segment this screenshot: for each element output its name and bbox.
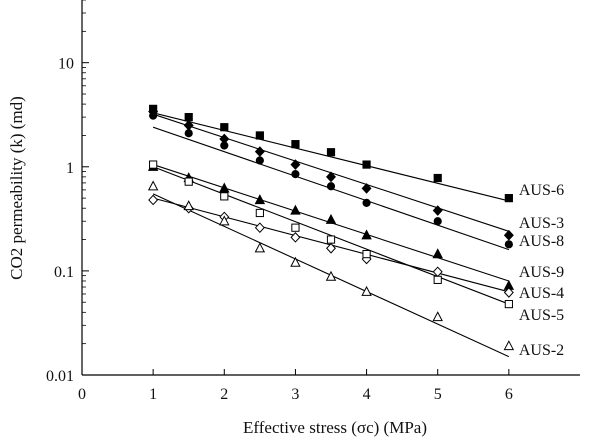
point-aus-4 (503, 287, 514, 298)
point-aus-6 (433, 173, 442, 183)
point-aus-4 (326, 242, 336, 254)
point-aus-9 (254, 194, 266, 205)
series-label-aus-5: AUS-5 (519, 307, 564, 324)
x-tick-label: 4 (363, 386, 371, 403)
ticks: 0 1 2 3 4 5 6 0.01 0.1 1 10 (46, 0, 513, 403)
fit-line-aus-5 (152, 166, 510, 305)
point-aus-3 (361, 183, 372, 194)
x-tick-label: 1 (149, 386, 157, 403)
point-aus-8 (149, 111, 158, 120)
point-aus-4 (290, 232, 301, 243)
x-tick-label: 0 (78, 386, 86, 403)
point-aus-8 (504, 240, 513, 249)
point-aus-2 (325, 270, 337, 281)
y-axis-title: CO2 permeability (k) (md) (7, 96, 26, 280)
series-label-aus-4: AUS-4 (519, 285, 564, 302)
series-label-aus-6: AUS-6 (519, 182, 564, 199)
point-aus-9 (325, 213, 337, 224)
point-aus-3 (290, 159, 301, 170)
point-aus-2 (432, 311, 443, 322)
point-aus-8 (326, 182, 336, 191)
x-tick-label: 6 (505, 386, 513, 403)
point-aus-8 (255, 156, 264, 165)
point-aus-6 (184, 113, 193, 122)
point-aus-5 (291, 223, 300, 232)
point-aus-5 (433, 275, 442, 284)
point-aus-2 (219, 215, 230, 226)
point-aus-2 (503, 340, 515, 351)
point-aus-2 (254, 242, 266, 253)
y-tick-label: 1 (66, 160, 74, 177)
point-aus-6 (291, 140, 300, 149)
point-aus-5 (326, 235, 336, 244)
point-aus-3 (432, 205, 443, 216)
point-aus-2 (290, 256, 301, 267)
point-aus-9 (432, 248, 443, 259)
point-aus-4 (148, 194, 159, 206)
point-aus-8 (291, 170, 300, 179)
point-aus-5 (504, 299, 513, 309)
point-aus-2 (147, 180, 159, 191)
point-aus-2 (183, 200, 194, 211)
y-tick-label: 10 (58, 56, 74, 73)
series-label-aus-9: AUS-9 (519, 264, 564, 281)
x-tick-label: 5 (434, 386, 442, 403)
y-tick-label: 0.01 (46, 368, 74, 385)
series-label-aus-2: AUS-2 (519, 342, 564, 359)
point-aus-9 (361, 229, 372, 240)
point-aus-3 (254, 146, 265, 157)
point-aus-6 (504, 194, 513, 203)
fit-lines (152, 112, 510, 358)
x-axis-title: Effective stress (σc) (MPa) (243, 418, 427, 437)
y-tick-label: 0.1 (54, 264, 74, 281)
point-aus-4 (254, 222, 265, 234)
point-aus-8 (433, 217, 442, 226)
point-aus-2 (361, 285, 372, 296)
point-aus-3 (326, 171, 336, 183)
x-tick-label: 2 (220, 386, 228, 403)
fit-line-aus-6 (153, 112, 509, 202)
point-aus-5 (362, 249, 371, 259)
point-aus-5 (220, 192, 229, 201)
point-aus-6 (255, 131, 264, 140)
point-aus-3 (503, 229, 514, 241)
point-aus-9 (219, 182, 230, 193)
point-aus-8 (184, 129, 193, 138)
point-aus-5 (184, 177, 193, 186)
point-aus-6 (220, 123, 229, 132)
point-aus-5 (255, 208, 264, 218)
point-aus-8 (362, 198, 371, 207)
series-label-aus-8: AUS-8 (519, 233, 564, 250)
point-aus-5 (149, 160, 158, 169)
point-aus-6 (326, 148, 336, 157)
point-aus-9 (290, 204, 301, 215)
data-points (147, 104, 515, 351)
x-tick-label: 3 (291, 386, 299, 403)
series-label-aus-3: AUS-3 (519, 215, 564, 232)
point-aus-8 (220, 141, 229, 150)
point-aus-6 (362, 160, 371, 169)
